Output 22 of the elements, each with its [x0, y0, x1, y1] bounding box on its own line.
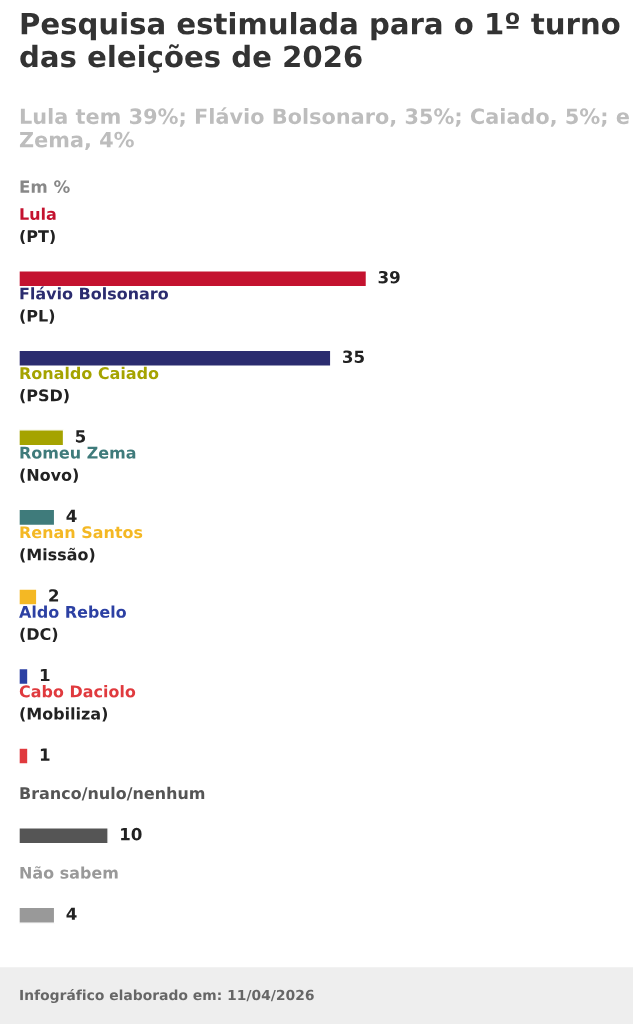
data-label: 10 — [121, 827, 142, 841]
data-label: 2 — [49, 589, 59, 602]
chart-title: Pesquisa estimulada para o 1º turno das eleições de 2026 — [20, 12, 620, 73]
y-tick-label: Flávio Bolsonaro (PL) — [20, 286, 168, 324]
data-label: 39 — [378, 270, 400, 284]
y-tick-label: Não sabem — [20, 866, 118, 879]
y-tick-label: Romeu Zema (Novo) — [20, 446, 136, 483]
text: Infográfico elaborado em: 11/04/2026 — [20, 988, 314, 1004]
y-tick-label: Lula (PT) — [20, 207, 56, 245]
y-tick-label: Renan Santos (Missão) — [20, 526, 143, 563]
data-label: 5 — [75, 430, 86, 443]
data-label: 4 — [66, 907, 77, 920]
data-label: 1 — [40, 668, 50, 682]
data-label: 4 — [66, 509, 77, 522]
text: Em % — [20, 180, 70, 193]
data-label: 1 — [40, 748, 50, 761]
chart-subtitle: Lula tem 39%; Flávio Bolsonaro, 35%; Caiado, 5%; e Zema, 4% — [19, 107, 629, 151]
data-label: 35 — [343, 350, 364, 364]
y-tick-label: Cabo Daciolo (Mobiliza) — [19, 685, 136, 722]
y-tick-label: Branco/nulo/nenhum — [20, 786, 205, 801]
y-tick-label: Aldo Rebelo (DC) — [19, 605, 126, 642]
y-tick-label: Ronaldo Caiado (PSD) — [20, 366, 159, 404]
